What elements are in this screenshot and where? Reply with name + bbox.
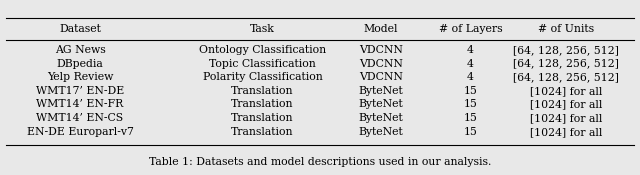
- Text: Polarity Classification: Polarity Classification: [202, 72, 323, 82]
- Text: ByteNet: ByteNet: [358, 127, 403, 137]
- Text: [1024] for all: [1024] for all: [530, 113, 603, 123]
- Text: Translation: Translation: [231, 127, 294, 137]
- Text: [1024] for all: [1024] for all: [530, 99, 603, 110]
- Text: 15: 15: [463, 113, 477, 123]
- Text: # of Units: # of Units: [538, 24, 595, 34]
- Text: [1024] for all: [1024] for all: [530, 86, 603, 96]
- Text: Table 1: Datasets and model descriptions used in our analysis.: Table 1: Datasets and model descriptions…: [149, 157, 491, 167]
- Text: Model: Model: [364, 24, 398, 34]
- Text: Topic Classification: Topic Classification: [209, 58, 316, 69]
- Text: ByteNet: ByteNet: [358, 86, 403, 96]
- Text: [1024] for all: [1024] for all: [530, 127, 603, 137]
- Text: ByteNet: ByteNet: [358, 99, 403, 110]
- Text: EN-DE Europarl-v7: EN-DE Europarl-v7: [27, 127, 133, 137]
- Text: 15: 15: [463, 86, 477, 96]
- Text: WMT17’ EN-DE: WMT17’ EN-DE: [36, 86, 124, 96]
- Text: 4: 4: [467, 72, 474, 82]
- Text: 15: 15: [463, 127, 477, 137]
- Text: WMT14’ EN-CS: WMT14’ EN-CS: [36, 113, 124, 123]
- Text: VDCNN: VDCNN: [359, 72, 403, 82]
- Text: Yelp Review: Yelp Review: [47, 72, 113, 82]
- Text: Task: Task: [250, 24, 275, 34]
- Text: Dataset: Dataset: [59, 24, 101, 34]
- Text: [64, 128, 256, 512]: [64, 128, 256, 512]: [513, 58, 620, 69]
- Text: Translation: Translation: [231, 99, 294, 110]
- Text: VDCNN: VDCNN: [359, 58, 403, 69]
- Text: Ontology Classification: Ontology Classification: [199, 45, 326, 55]
- Text: ByteNet: ByteNet: [358, 113, 403, 123]
- Text: 15: 15: [463, 99, 477, 110]
- Text: VDCNN: VDCNN: [359, 45, 403, 55]
- Text: Translation: Translation: [231, 113, 294, 123]
- Text: Translation: Translation: [231, 86, 294, 96]
- Text: [64, 128, 256, 512]: [64, 128, 256, 512]: [513, 45, 620, 55]
- Text: 4: 4: [467, 58, 474, 69]
- Text: # of Layers: # of Layers: [438, 24, 502, 34]
- Text: [64, 128, 256, 512]: [64, 128, 256, 512]: [513, 72, 620, 82]
- Text: AG News: AG News: [54, 45, 106, 55]
- Text: DBpedia: DBpedia: [56, 58, 104, 69]
- Text: 4: 4: [467, 45, 474, 55]
- Text: WMT14’ EN-FR: WMT14’ EN-FR: [36, 99, 124, 110]
